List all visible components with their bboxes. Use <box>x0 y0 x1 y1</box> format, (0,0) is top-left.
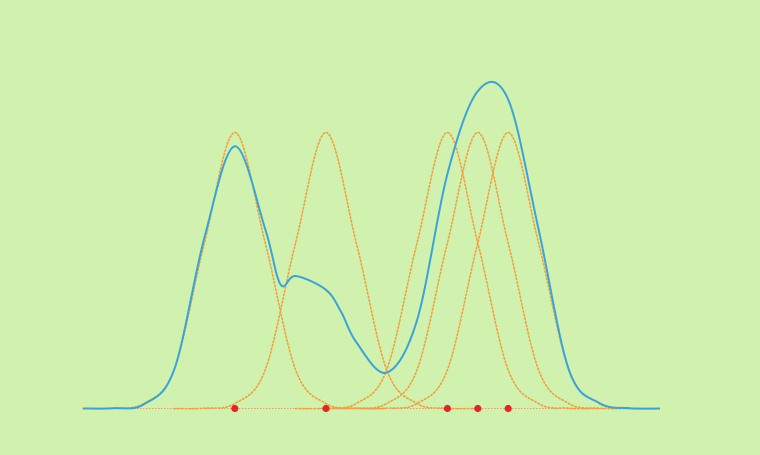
sample-point-5 <box>504 404 512 413</box>
sample-point-4 <box>474 404 482 413</box>
sample-point-2 <box>322 404 330 413</box>
sample-point-3 <box>443 404 452 413</box>
sample-points <box>231 404 512 413</box>
sample-point-1 <box>231 404 239 413</box>
kernel-curve-4 <box>325 131 631 410</box>
kernel-curve-3 <box>294 131 601 410</box>
density-curve <box>82 80 661 410</box>
kernel-curve-2 <box>173 131 479 410</box>
density-curve-layer <box>82 80 661 410</box>
kernel-curve-1 <box>82 131 388 410</box>
